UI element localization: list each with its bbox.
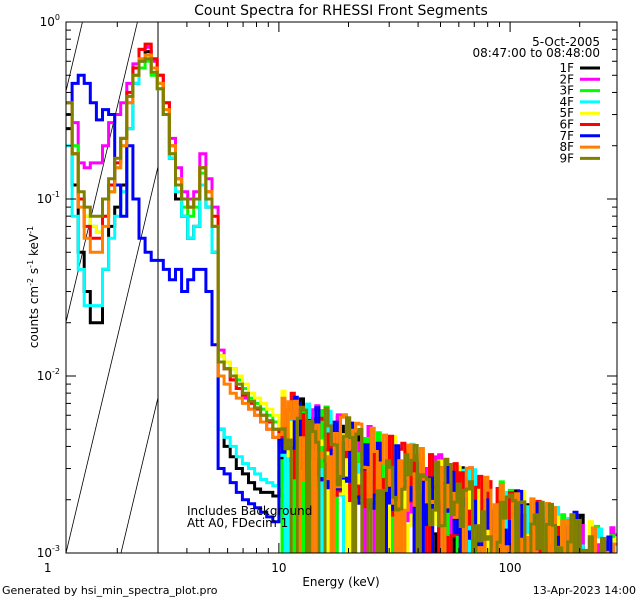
x-tick-label: 100 [499, 561, 522, 575]
hatch-line [66, 164, 159, 553]
legend-label-5F: 5F [559, 106, 574, 120]
hatched-region [66, 22, 159, 553]
legend-label-7F: 7F [559, 129, 574, 143]
series-line-9F [66, 57, 607, 553]
axis-ticks [66, 21, 617, 554]
date-label: 5-Oct-2005 [532, 35, 600, 49]
series-line-8F [66, 53, 617, 553]
y-tick-label: 10-1 [37, 190, 60, 206]
x-tick-labels: 1 10 100 [44, 561, 522, 575]
hatch-line [66, 22, 138, 324]
chart-title: Count Spectra for RHESSI Front Segments [194, 3, 488, 19]
legend-label-2F: 2F [559, 72, 574, 86]
note-attenuator: Att A0, FDecim 1 [187, 516, 288, 530]
timestamp-footer: 13-Apr-2023 14:00 [533, 584, 636, 597]
y-axis-label: counts cm-2 s-1 keV-1 [26, 226, 41, 348]
series-line-6F [66, 42, 607, 553]
y-tick-labels: 10-3 10-2 10-1 100 [37, 13, 60, 560]
x-tick-label: 10 [271, 561, 286, 575]
legend-label-6F: 6F [559, 118, 574, 132]
y-tick-label: 10-3 [37, 544, 60, 560]
y-tick-label: 10-2 [37, 367, 60, 383]
legend-label-1F: 1F [559, 61, 574, 75]
generator-footer: Generated by hsi_min_spectra_plot.pro [2, 584, 218, 597]
legend-label-4F: 4F [559, 95, 574, 109]
hatch-line [120, 395, 159, 553]
legend-label-9F: 9F [559, 151, 574, 165]
y-tick-label: 100 [40, 13, 60, 29]
plot-frame [65, 21, 618, 554]
note-background: Includes Background [187, 504, 312, 518]
series-layer [66, 42, 617, 553]
x-axis-label: Energy (keV) [302, 575, 379, 589]
time-range-label: 08:47:00 to 08:48:00 [473, 46, 600, 60]
x-tick-label: 1 [44, 561, 52, 575]
legend-label-3F: 3F [559, 84, 574, 98]
legend-label-8F: 8F [559, 140, 574, 154]
